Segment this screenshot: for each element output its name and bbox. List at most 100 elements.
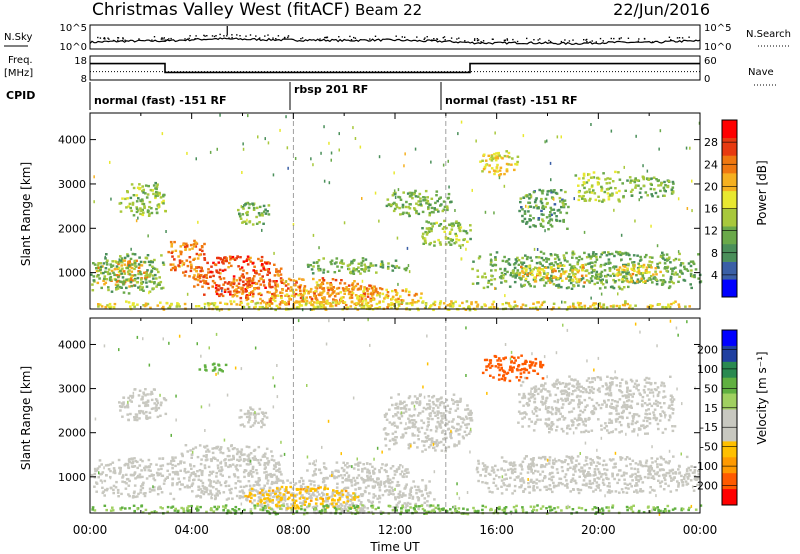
heatmap-cell xyxy=(308,496,311,499)
heatmap-cell xyxy=(263,501,266,505)
heatmap-cell xyxy=(318,293,321,297)
heatmap-cell xyxy=(153,402,156,405)
heatmap-cell xyxy=(539,250,543,254)
heatmap-cell xyxy=(413,294,417,297)
heatmap-cell xyxy=(300,300,303,303)
heatmap-cell xyxy=(259,259,263,263)
heatmap-cell xyxy=(293,494,297,497)
heatmap-cell xyxy=(145,275,149,279)
heatmap-cell xyxy=(170,268,173,272)
heatmap-cell xyxy=(556,263,559,266)
heatmap-cell xyxy=(314,498,318,501)
heatmap-cell xyxy=(541,219,545,223)
heatmap-cell xyxy=(557,283,561,286)
heatmap-cell xyxy=(131,474,134,477)
heatmap-cell xyxy=(518,209,521,213)
heatmap-cell xyxy=(624,251,628,255)
heatmap-cell xyxy=(311,493,314,496)
colorbar-swatch xyxy=(722,226,737,245)
heatmap-cell xyxy=(442,200,446,203)
heatmap-cell xyxy=(552,208,556,211)
heatmap-cell xyxy=(432,394,436,398)
heatmap-cell xyxy=(247,472,250,476)
heatmap-cell xyxy=(288,496,291,499)
heatmap-cell xyxy=(255,282,258,285)
heatmap-cell xyxy=(445,422,449,426)
heatmap-cell xyxy=(374,290,378,293)
heatmap-cell xyxy=(262,492,266,495)
heatmap-cell xyxy=(663,258,667,262)
heatmap-cell xyxy=(274,465,277,469)
heatmap-cell xyxy=(257,499,260,503)
heatmap-cell xyxy=(250,487,254,490)
heatmap-cell xyxy=(318,468,322,472)
heatmap-cell xyxy=(294,482,298,485)
heatmap-cell xyxy=(337,286,341,290)
heatmap-cell xyxy=(552,268,556,271)
heatmap-cell xyxy=(252,470,255,474)
heatmap-cell xyxy=(153,267,157,270)
heatmap-cell xyxy=(405,307,409,310)
heatmap-cell xyxy=(275,487,279,490)
heatmap-cell xyxy=(351,270,355,273)
heatmap-speckle xyxy=(551,218,554,222)
heatmap-cell xyxy=(323,306,326,309)
nsearch-point xyxy=(277,35,280,37)
heatmap-cell xyxy=(332,505,335,508)
heatmap-cell xyxy=(253,275,256,278)
heatmap-cell xyxy=(641,274,644,277)
heatmap-cell xyxy=(544,281,548,285)
heatmap-cell xyxy=(369,475,372,478)
heatmap-cell xyxy=(589,176,593,179)
heatmap-cell xyxy=(299,304,302,307)
heatmap-cell xyxy=(195,266,198,269)
heatmap-cell xyxy=(510,163,513,166)
heatmap-cell xyxy=(325,476,329,480)
heatmap-cell xyxy=(193,478,196,481)
heatmap-cell xyxy=(598,302,602,305)
heatmap-cell xyxy=(662,253,665,257)
heatmap-cell xyxy=(628,176,632,179)
heatmap-cell xyxy=(600,274,603,277)
heatmap-cell xyxy=(518,486,521,489)
heatmap-cell xyxy=(268,489,271,492)
heatmap-cell xyxy=(397,496,401,499)
heatmap-cell xyxy=(215,292,219,296)
heatmap-cell xyxy=(93,485,96,488)
heatmap-cell xyxy=(381,463,384,466)
heatmap-cell xyxy=(138,183,141,186)
heatmap-cell xyxy=(275,268,278,271)
heatmap-cell xyxy=(605,275,608,278)
heatmap-cell xyxy=(385,470,388,473)
heatmap-cell xyxy=(310,308,313,311)
heatmap-cell xyxy=(418,192,422,196)
heatmap-cell xyxy=(224,480,228,483)
heatmap-cell xyxy=(620,288,624,291)
heatmap-cell xyxy=(654,270,657,273)
heatmap-cell xyxy=(287,287,290,290)
heatmap-cell xyxy=(594,276,598,280)
heatmap-cell xyxy=(256,490,259,493)
heatmap-cell xyxy=(118,285,122,289)
heatmap-cell xyxy=(269,494,272,497)
heatmap-cell xyxy=(125,405,129,408)
heatmap-cell xyxy=(297,285,300,288)
heatmap-cell xyxy=(357,468,360,471)
heatmap-cell xyxy=(425,202,428,205)
heatmap-cell xyxy=(188,256,192,259)
heatmap-cell xyxy=(351,283,354,286)
heatmap-cell xyxy=(514,276,517,279)
heatmap-cell xyxy=(225,302,229,306)
heatmap-cell xyxy=(127,418,130,422)
heatmap-cell xyxy=(104,305,107,309)
heatmap-cell xyxy=(273,292,276,295)
heatmap-cell xyxy=(243,469,247,472)
heatmap-cell xyxy=(649,264,652,267)
heatmap-cell xyxy=(350,290,354,294)
heatmap-cell xyxy=(562,270,565,273)
heatmap-cell xyxy=(326,493,329,496)
heatmap-cell xyxy=(514,258,518,261)
heatmap-cell xyxy=(329,302,333,306)
heatmap-speckle xyxy=(520,283,522,287)
